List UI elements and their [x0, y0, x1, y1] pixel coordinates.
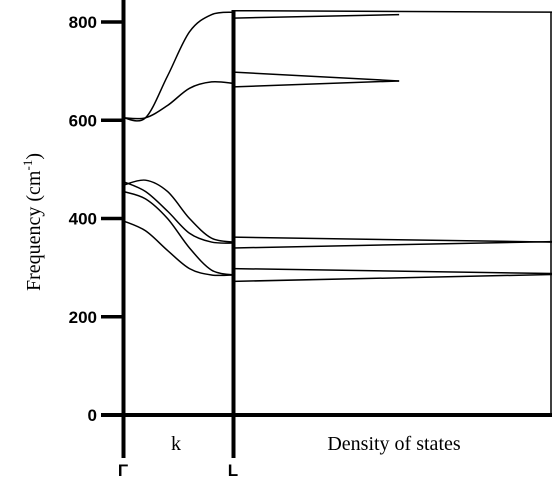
dos-lines	[233, 9, 552, 283]
y-tick-label: 600	[69, 111, 97, 130]
x-label-l: L	[228, 461, 238, 480]
dos-line-2	[233, 13, 400, 19]
dispersion-branch-4	[123, 180, 234, 244]
dispersion-branch-6	[123, 220, 234, 277]
dispersion-branch-1	[123, 11, 234, 122]
y-tick-label: 800	[69, 13, 97, 32]
x-label-dos: Density of states	[327, 433, 461, 455]
y-tick-label: 200	[69, 308, 97, 327]
dispersion-branch-2	[123, 81, 234, 120]
x-label-gamma: Γ	[118, 461, 128, 480]
dos-line-5	[233, 236, 552, 243]
dispersion-branch-5	[123, 190, 234, 276]
y-axis-label-sup: -1	[20, 160, 35, 171]
x-label-k: k	[171, 433, 181, 455]
dos-line-4	[233, 80, 400, 88]
dispersion-branch-3	[123, 179, 234, 243]
dos-line-8	[233, 273, 552, 283]
y-ticks: 0 200 400 600 800	[69, 13, 123, 425]
y-axis-label-tail: )	[23, 153, 45, 160]
y-axis-label-main: Frequency (cm	[23, 170, 45, 291]
y-tick-label: 0	[88, 406, 97, 425]
dos-line-3	[233, 71, 400, 82]
y-tick-label: 400	[69, 210, 97, 229]
y-axis-label: Frequency (cm-1)	[20, 153, 45, 291]
dispersion-branches	[123, 11, 234, 277]
dos-line-6	[233, 240, 552, 249]
dos-line-1	[233, 9, 552, 13]
dos-line-7	[233, 267, 552, 275]
